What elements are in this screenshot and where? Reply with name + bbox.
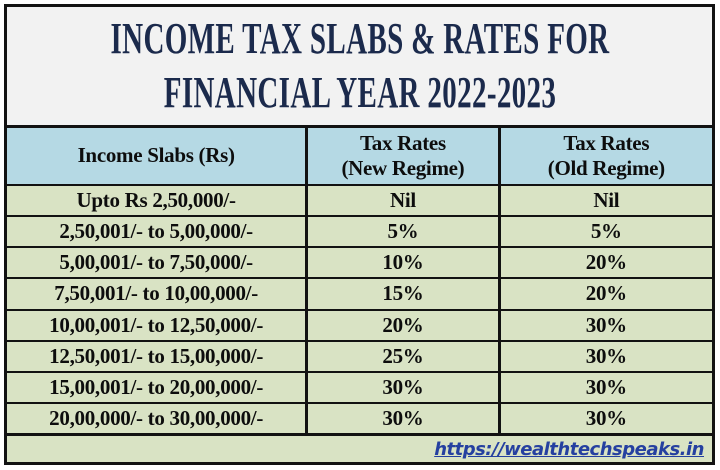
table-row: 12,50,001/- to 15,00,000/- 25% 30%: [7, 339, 712, 371]
new-regime-rate-cell: 10%: [305, 248, 497, 278]
old-regime-rate-cell: 20%: [497, 279, 712, 309]
title-line-2: FINANCIAL YEAR 2022-2023: [163, 68, 556, 117]
table-body: Upto Rs 2,50,000/- Nil Nil 2,50,001/- to…: [7, 184, 712, 433]
slab-cell: 15,00,001/- to 20,00,000/-: [49, 374, 264, 399]
header-income-slabs: Income Slabs (Rs): [7, 128, 305, 184]
new-regime-rate-cell: 30%: [305, 372, 497, 402]
table-header-row: Income Slabs (Rs) Tax Rates (New Regime)…: [7, 128, 712, 184]
table-row: 15,00,001/- to 20,00,000/- 30% 30%: [7, 370, 712, 402]
header-old-regime: Tax Rates (Old Regime): [497, 128, 712, 184]
tax-slab-card: INCOME TAX SLABS & RATES FOR FINANCIAL Y…: [4, 4, 715, 465]
table-row: 5,00,001/- to 7,50,000/- 10% 20%: [7, 246, 712, 278]
header-new-regime-line1: Tax Rates: [360, 130, 446, 155]
old-regime-rate-cell: 20%: [497, 248, 712, 278]
header-new-regime-line2: (New Regime): [341, 156, 465, 180]
new-regime-rate-cell: 25%: [305, 341, 497, 371]
new-regime-rate-cell: 5%: [305, 217, 497, 247]
header-old-regime-line2: (Old Regime): [547, 156, 665, 180]
table-row: Upto Rs 2,50,000/- Nil Nil: [7, 184, 712, 216]
header-new-regime: Tax Rates (New Regime): [305, 128, 497, 184]
website-link[interactable]: https://wealthtechspeaks.in: [434, 438, 704, 460]
new-regime-rate-cell: Nil: [305, 186, 497, 216]
old-regime-rate-cell: Nil: [497, 186, 712, 216]
new-regime-rate-cell: 20%: [305, 310, 497, 340]
header-income-slabs-label: Income Slabs (Rs): [77, 143, 235, 168]
old-regime-rate-cell: 30%: [497, 403, 712, 433]
footer-bar: https://wealthtechspeaks.in: [7, 433, 712, 462]
table-row: 10,00,001/- to 12,50,000/- 20% 30%: [7, 308, 712, 340]
slab-cell: 20,00,000/- to 30,00,000/-: [49, 405, 264, 430]
slab-cell: 5,00,001/- to 7,50,000/-: [59, 250, 253, 275]
slab-cell: 7,50,001/- to 10,00,000/-: [54, 281, 258, 306]
title-section: INCOME TAX SLABS & RATES FOR FINANCIAL Y…: [7, 7, 712, 128]
old-regime-rate-cell: 30%: [497, 372, 712, 402]
table-row: 20,00,000/- to 30,00,000/- 30% 30%: [7, 401, 712, 433]
slab-cell: Upto Rs 2,50,000/-: [76, 188, 236, 213]
new-regime-rate-cell: 30%: [305, 403, 497, 433]
old-regime-rate-cell: 5%: [497, 217, 712, 247]
old-regime-rate-cell: 30%: [497, 310, 712, 340]
page-title: INCOME TAX SLABS & RATES FOR FINANCIAL Y…: [110, 12, 609, 119]
table-row: 7,50,001/- to 10,00,000/- 15% 20%: [7, 277, 712, 309]
slab-cell: 10,00,001/- to 12,50,000/-: [49, 312, 264, 337]
slab-cell: 12,50,001/- to 15,00,000/-: [49, 343, 264, 368]
old-regime-rate-cell: 30%: [497, 341, 712, 371]
table-row: 2,50,001/- to 5,00,000/- 5% 5%: [7, 215, 712, 247]
slab-cell: 2,50,001/- to 5,00,000/-: [59, 219, 253, 244]
header-old-regime-line1: Tax Rates: [563, 130, 650, 155]
title-line-1: INCOME TAX SLABS & RATES FOR: [110, 14, 609, 64]
new-regime-rate-cell: 15%: [305, 279, 497, 309]
